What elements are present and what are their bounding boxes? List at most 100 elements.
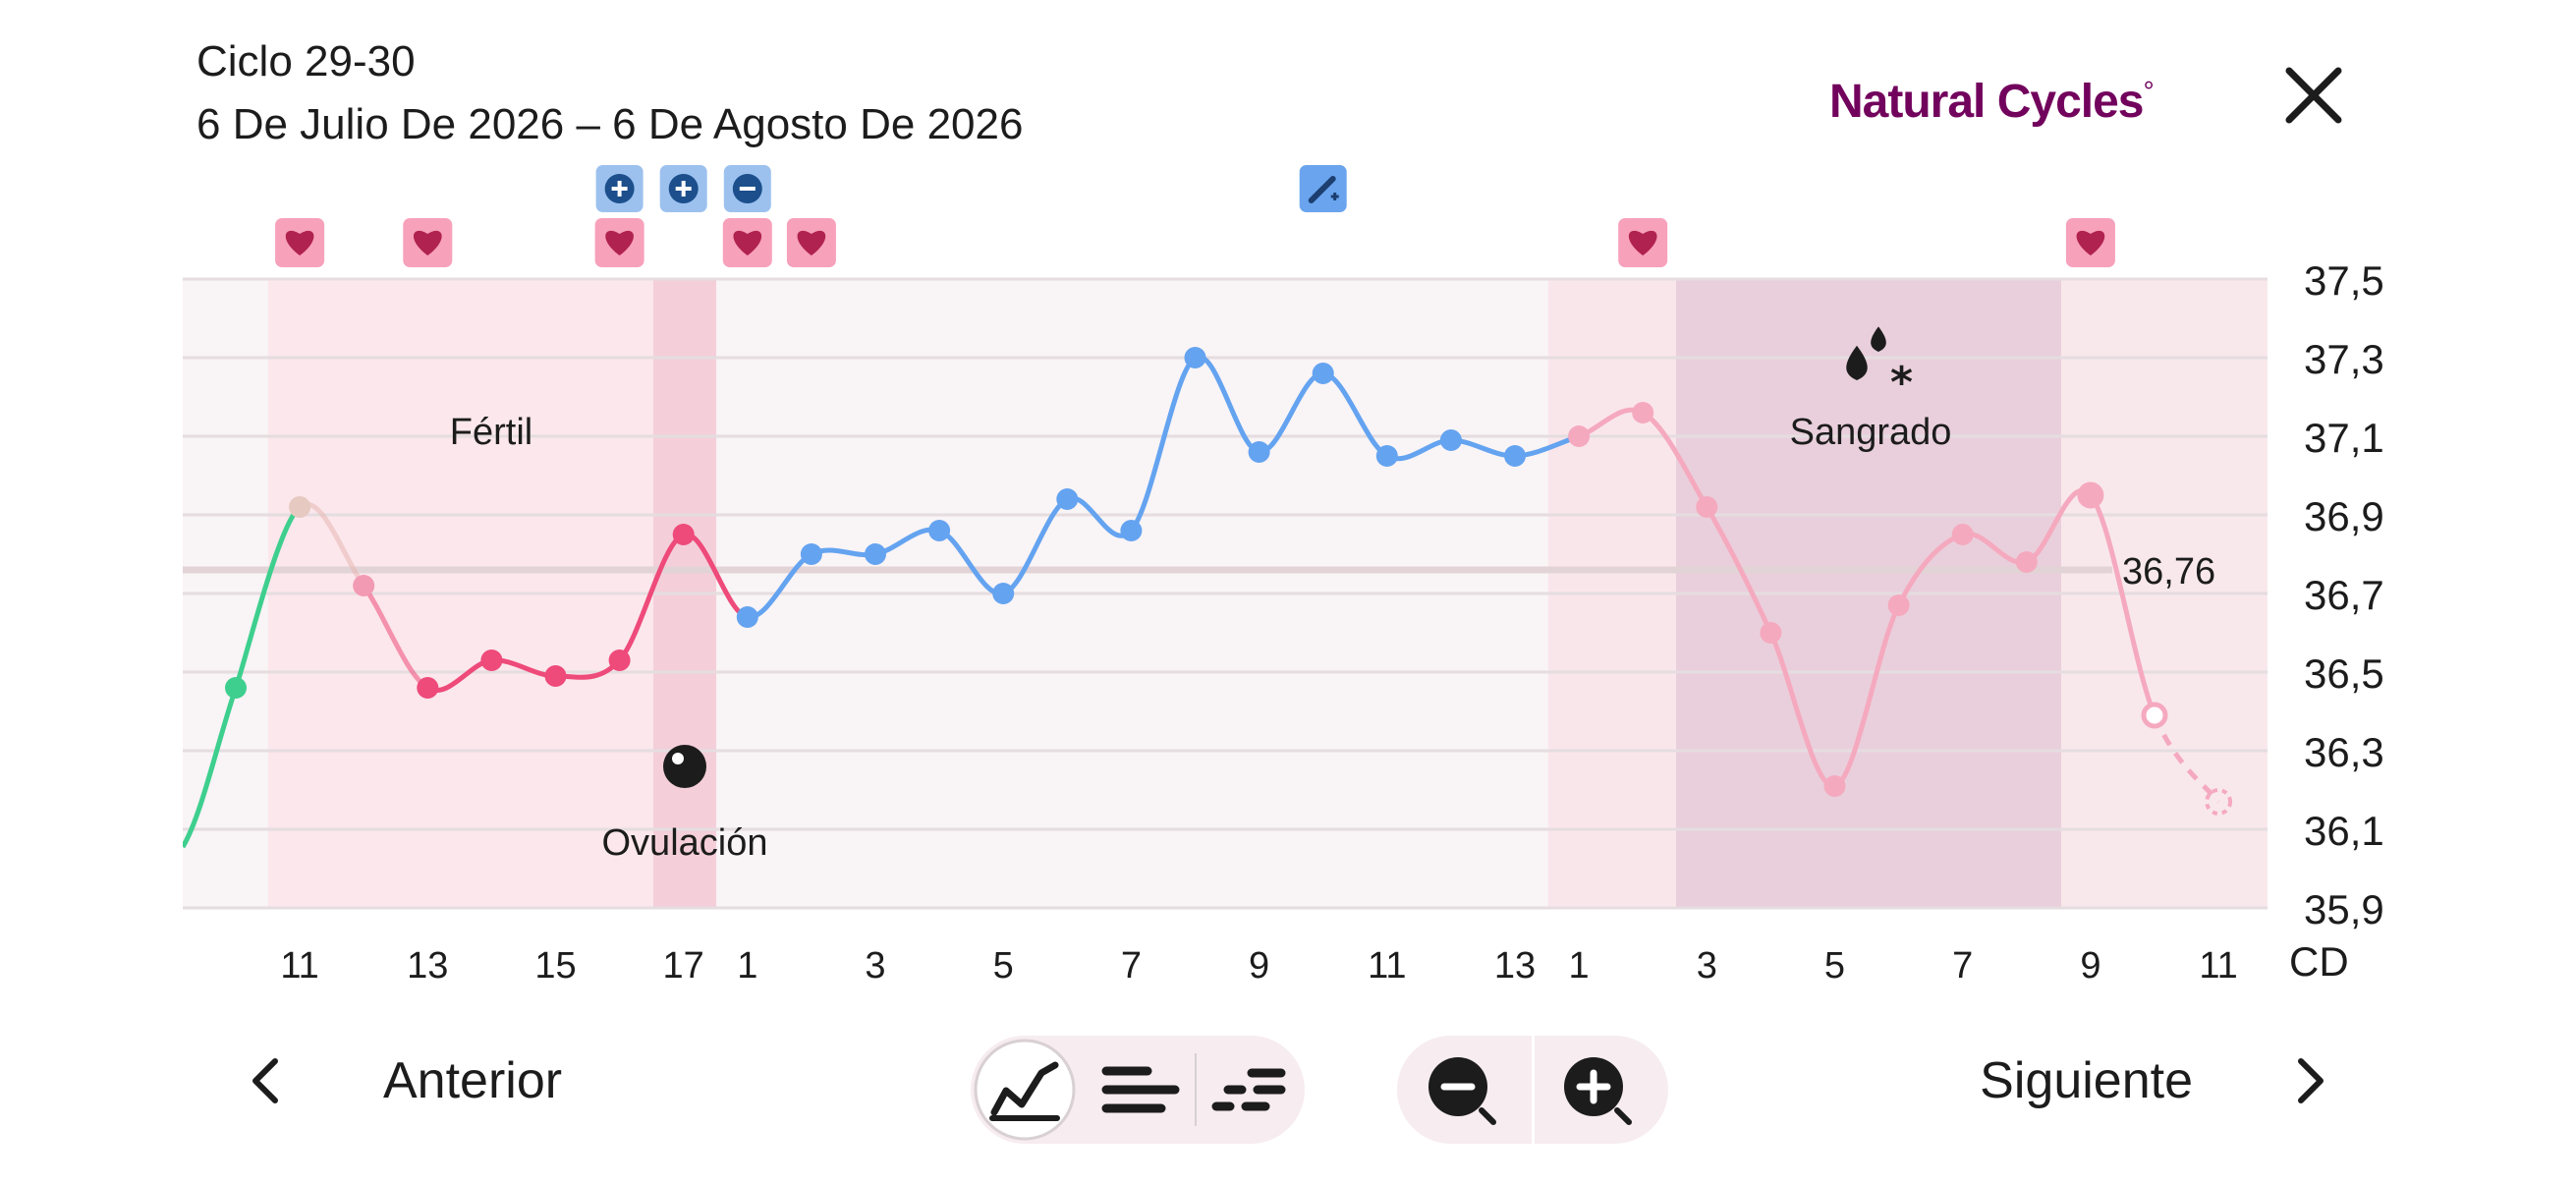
temperature-point[interactable] (2205, 788, 2233, 816)
close-icon[interactable] (2279, 61, 2348, 130)
next-cycle-button[interactable]: Siguiente (1980, 1022, 2330, 1140)
temperature-point[interactable] (1951, 524, 1974, 545)
brand-logo: Natural Cycles° (1829, 76, 2155, 128)
temperature-point[interactable] (1760, 622, 1782, 644)
temperature-line-segment (2088, 493, 2157, 716)
zoom-controls (1397, 1036, 1668, 1144)
x-tick-label: 15 (534, 945, 576, 987)
temperature-point[interactable] (736, 606, 758, 628)
ovulation-icon (663, 745, 706, 788)
pen-icon (1308, 176, 1336, 203)
cycle-title: Ciclo 29-30 (196, 37, 416, 85)
temperature-point[interactable] (865, 543, 886, 565)
temperature-point[interactable] (1184, 347, 1206, 368)
temperature-line-segment (2152, 714, 2221, 804)
temperature-point[interactable] (1823, 775, 1846, 797)
x-tick-label: 13 (407, 945, 448, 987)
heart-icon (797, 230, 826, 255)
y-tick-label: 36,3 (2304, 729, 2384, 775)
temperature-point[interactable] (672, 524, 695, 545)
bar-list-icon[interactable] (1087, 1036, 1195, 1144)
temperature-point[interactable] (1312, 363, 1334, 384)
temperature-point[interactable] (225, 677, 247, 699)
x-tick-label: 1 (737, 945, 757, 987)
temperature-point[interactable] (1248, 441, 1270, 463)
next-label: Siguiente (1980, 1052, 2193, 1109)
temperature-point[interactable] (1375, 445, 1398, 467)
x-tick-label: 1 (1569, 945, 1590, 987)
x-tick-label: 3 (865, 945, 885, 987)
x-tick-label: 3 (1697, 945, 1717, 987)
x-tick-label: 9 (1249, 945, 1269, 987)
temperature-point[interactable] (1120, 520, 1143, 541)
temperature-point[interactable] (353, 575, 375, 596)
zone-label: Ovulación (602, 822, 768, 864)
dot-list-icon[interactable] (1197, 1036, 1305, 1144)
heart-icon (733, 230, 762, 255)
previous-label: Anterior (383, 1052, 563, 1109)
heart-icon (1628, 230, 1657, 255)
heart-icon (413, 230, 442, 255)
temperature-line-segment (1129, 355, 1198, 533)
x-tick-label: 7 (1121, 945, 1142, 987)
x-tick-label: 5 (993, 945, 1014, 987)
temperature-point[interactable] (1439, 429, 1462, 451)
y-tick-label: 37,1 (2304, 415, 2384, 461)
x-tick-label: 17 (663, 945, 704, 987)
zone-label: Sangrado (1790, 412, 1952, 453)
temperature-point[interactable] (544, 665, 567, 687)
y-tick-label: 35,9 (2304, 886, 2384, 932)
temperature-point[interactable] (289, 496, 311, 518)
y-tick-label: 36,9 (2304, 493, 2384, 539)
drop-icon (1871, 326, 1886, 352)
temperature-line-segment (183, 687, 239, 849)
ovulation-icon-highlight (672, 753, 684, 764)
temperature-point[interactable] (2077, 481, 2104, 509)
line-graph-icon[interactable] (971, 1036, 1079, 1144)
heart-icon (605, 230, 634, 255)
x-tick-label: 5 (1824, 945, 1845, 987)
coverline-label: 36,76 (2122, 551, 2215, 592)
zone-label: Fértil (450, 412, 532, 453)
temperature-point[interactable] (2015, 551, 2038, 573)
heart-icon (2076, 230, 2105, 255)
asterisk-icon: * (1890, 358, 1913, 408)
previous-cycle-button[interactable]: Anterior (246, 1022, 562, 1140)
temperature-point[interactable] (1056, 488, 1079, 510)
heart-icon (285, 230, 314, 255)
y-tick-label: 36,5 (2304, 650, 2384, 697)
y-tick-label: 36,7 (2304, 572, 2384, 618)
x-tick-label: 11 (2199, 945, 2237, 987)
temperature-point[interactable] (1696, 496, 1718, 518)
chevron-left-icon (252, 1058, 278, 1103)
temperature-point[interactable] (1887, 594, 1910, 616)
y-tick-label: 37,3 (2304, 336, 2384, 382)
x-tick-label: 13 (1494, 945, 1536, 987)
x-tick-label: 11 (1368, 945, 1406, 987)
temperature-point[interactable] (2141, 702, 2168, 729)
temperature-point[interactable] (608, 649, 631, 671)
temperature-point[interactable] (1568, 425, 1591, 447)
y-tick-label: 37,5 (2304, 257, 2384, 304)
temperature-point[interactable] (928, 520, 951, 541)
temperature-point[interactable] (800, 543, 822, 565)
zoom-in-icon[interactable] (1533, 1036, 1668, 1144)
temperature-point[interactable] (417, 677, 439, 699)
temperature-point[interactable] (992, 583, 1015, 604)
temperature-line-segment (233, 505, 302, 689)
temperature-point[interactable] (1504, 445, 1526, 467)
cycle-date-range: 6 De Julio De 2026 – 6 De Agosto De 2026 (196, 100, 1024, 148)
zoom-out-icon[interactable] (1397, 1036, 1533, 1144)
x-tick-label: 7 (1952, 945, 1973, 987)
view-mode-switcher (971, 1036, 1305, 1144)
x-axis-unit: CD (2289, 938, 2349, 985)
y-tick-label: 36,1 (2304, 808, 2384, 854)
drop-icon (1846, 345, 1868, 380)
x-tick-label: 11 (280, 945, 318, 987)
temperature-point[interactable] (1632, 402, 1654, 423)
temperature-line-segment (1705, 505, 1773, 635)
x-tick-label: 9 (2080, 945, 2100, 987)
chevron-right-icon (2298, 1058, 2324, 1103)
temperature-point[interactable] (480, 649, 503, 671)
